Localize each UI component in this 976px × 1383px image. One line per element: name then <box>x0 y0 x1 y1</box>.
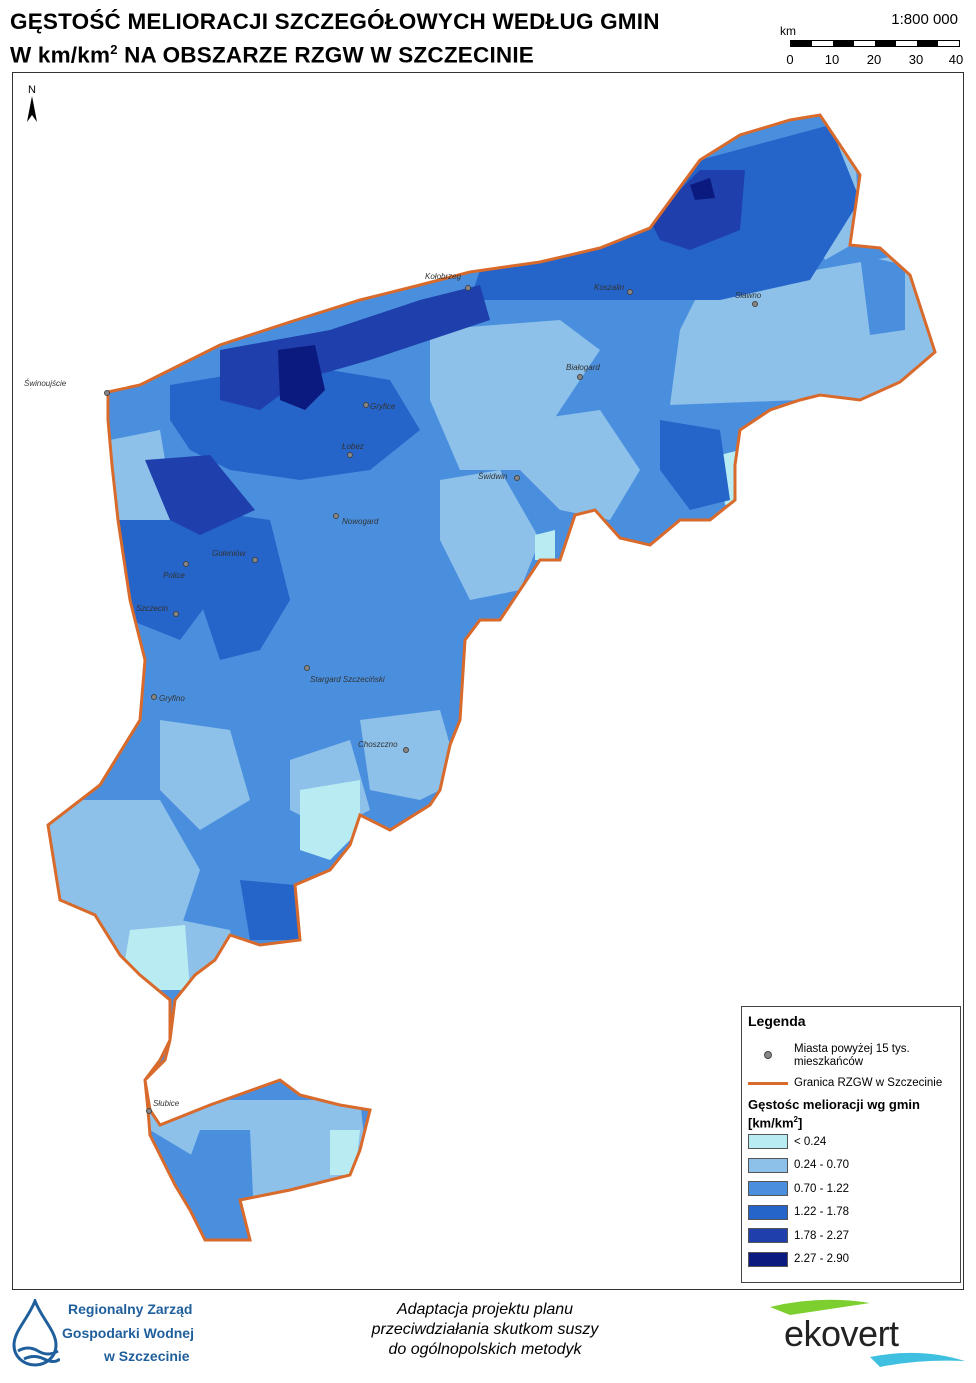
legend-boundary-label: Granica RZGW w Szczecinie <box>794 1077 943 1089</box>
scale-ratio: 1:800 000 <box>891 11 958 28</box>
legend-class-row: < 0.24 <box>748 1134 954 1150</box>
scale-tick: 40 <box>948 52 964 67</box>
town-label: Goleniów <box>212 549 247 558</box>
town-label: Nowogard <box>342 517 379 526</box>
legend-class-row: 1.78 - 2.27 <box>748 1228 954 1244</box>
title-line-2: W km/km2 NA OBSZARZE RZGW W SZCZECINIE <box>10 42 535 68</box>
swatch-icon <box>748 1251 788 1267</box>
scale-tick: 10 <box>824 52 840 67</box>
legend-classes: < 0.24 0.24 - 0.70 0.70 - 1.22 1.22 - 1.… <box>748 1134 954 1267</box>
legend-class-row: 0.24 - 0.70 <box>748 1157 954 1173</box>
footer-caption: Adaptacja projektu planu przeciwdziałani… <box>371 1301 599 1358</box>
water-drop-icon <box>12 1299 60 1367</box>
north-arrow-icon: N <box>27 84 37 122</box>
scale-tick: 0 <box>786 52 794 67</box>
town-label: Białogard <box>566 363 600 372</box>
legend-panel: Legenda Miasta powyżej 15 tys. mieszkańc… <box>741 1006 961 1283</box>
swatch-icon <box>748 1134 788 1150</box>
map-title: GĘSTOŚĆ MELIORACJI SZCZEGÓŁOWYCH WEDŁUG … <box>10 8 660 70</box>
org-line-2: Gospodarki Wodnej <box>62 1325 194 1341</box>
city-dot-icon <box>764 1051 772 1059</box>
town-label: Świdwin <box>478 472 508 481</box>
town-label: Sławno <box>735 291 762 300</box>
legend-class-row: 1.22 - 1.78 <box>748 1204 954 1220</box>
legend-title: Legenda <box>748 1013 806 1029</box>
scale-bar-graphic <box>790 40 960 47</box>
town-label: Police <box>163 571 185 580</box>
swatch-icon <box>748 1181 788 1197</box>
scale-bar: 1:800 000 km 0 10 20 30 40 <box>770 8 970 70</box>
town-label: Słubice <box>153 1099 180 1108</box>
town-label: Choszczno <box>358 740 398 749</box>
org-line-1: Regionalny Zarząd <box>68 1301 193 1317</box>
rzgw-boundary <box>46 113 937 1242</box>
north-label: N <box>28 84 36 96</box>
scale-unit: km <box>780 24 796 38</box>
map-frame <box>12 72 964 1290</box>
town-label: Łobez <box>342 442 364 451</box>
swatch-icon <box>748 1204 788 1220</box>
title-line-1: GĘSTOŚĆ MELIORACJI SZCZEGÓŁOWYCH WEDŁUG … <box>10 9 660 34</box>
scale-tick: 30 <box>908 52 924 67</box>
legend-class-row: 0.70 - 1.22 <box>748 1181 954 1197</box>
boundary-line-icon <box>748 1081 788 1085</box>
town-label: Świnoujście <box>24 379 67 388</box>
town-label: Szczecin <box>136 604 169 613</box>
town-markers: Kołobrzeg Koszalin Sławno Świnoujście Bi… <box>24 272 762 1114</box>
partner-name: ekovert <box>784 1313 899 1354</box>
town-label: Gryfice <box>370 402 396 411</box>
scale-tick: 20 <box>866 52 882 67</box>
legend-density-title: Gęstośc melioracji wg gmin [km/km2] <box>748 1097 920 1131</box>
rzgw-logo: Regionalny Zarząd Gospodarki Wodnej w Sz… <box>10 1295 210 1375</box>
town-label: Koszalin <box>594 283 625 292</box>
town-label: Gryfino <box>159 694 185 703</box>
legend-city-label: Miasta powyżej 15 tys. mieszkańców <box>794 1043 910 1068</box>
swatch-icon <box>748 1228 788 1244</box>
leaf-swoosh-icon <box>770 1299 965 1367</box>
swatch-icon <box>748 1157 788 1173</box>
town-label: Kołobrzeg <box>425 272 462 281</box>
legend-boundary-entry: Granica RZGW w Szczecinie <box>748 1077 954 1089</box>
ekovert-logo: ekovert <box>760 1295 970 1377</box>
town-label: Stargard Szczeciński <box>310 675 385 684</box>
org-line-3: w Szczecinie <box>104 1348 190 1364</box>
legend-class-row: 2.27 - 2.90 <box>748 1251 954 1267</box>
legend-city-entry: Miasta powyżej 15 tys. mieszkańców <box>748 1043 954 1069</box>
